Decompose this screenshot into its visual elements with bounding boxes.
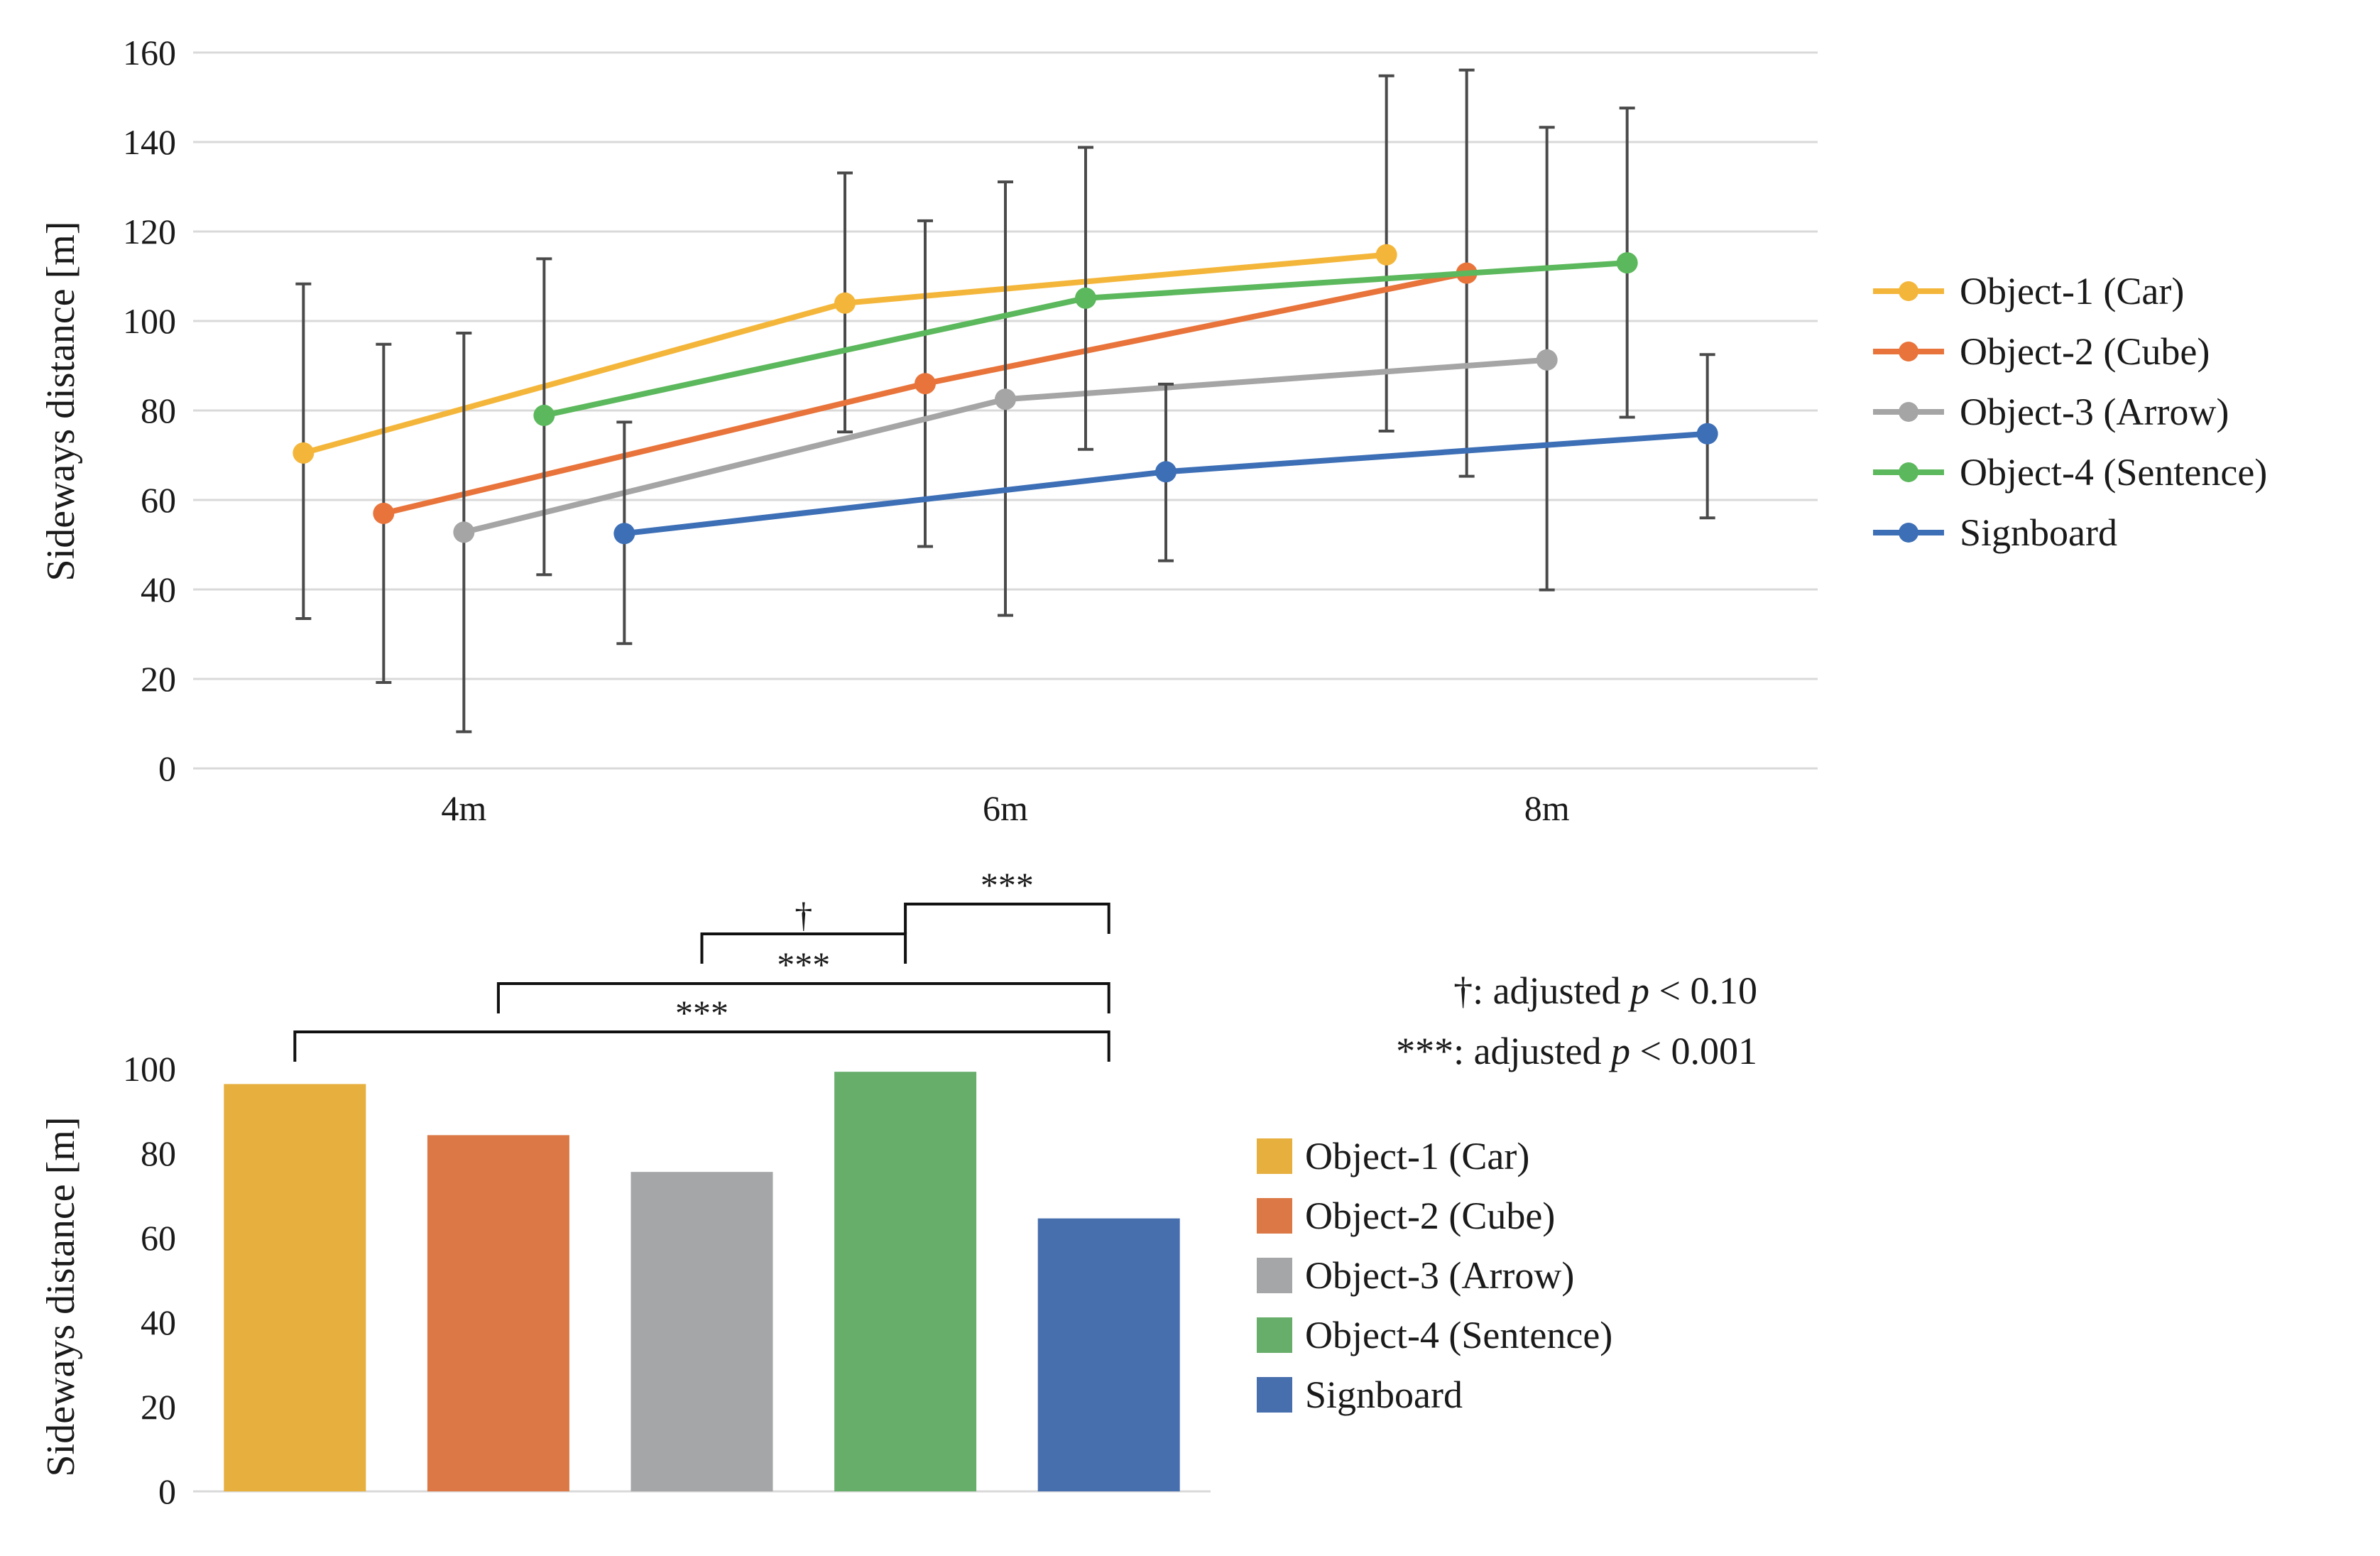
bar-object-3-arrow	[631, 1172, 773, 1491]
legend-item-object-4-sentence: Object-4 (Sentence)	[1257, 1314, 1612, 1356]
legend-marker	[1899, 281, 1918, 301]
data-point	[1075, 287, 1096, 309]
y-tick-label-60: 60	[141, 480, 176, 520]
line-chart-x-ticks: 4m 6m 8m	[441, 788, 1569, 828]
bracket-line	[904, 903, 1110, 934]
y-tick-label-160: 160	[123, 33, 176, 72]
bracket-label: ***	[981, 865, 1034, 905]
bracket-label: ***	[675, 993, 728, 1033]
data-point	[995, 388, 1016, 410]
significance-note-stars: ***: adjusted p < 0.001	[1396, 1030, 1757, 1072]
legend-label: Object-2 (Cube)	[1305, 1195, 1555, 1237]
legend-label: Object-4 (Sentence)	[1960, 451, 2267, 494]
bracket-label: †	[795, 895, 812, 935]
legend-label: Object-3 (Arrow)	[1305, 1254, 1574, 1297]
significance-bracket-2: †	[700, 895, 907, 964]
legend-swatch	[1257, 1317, 1292, 1353]
data-point	[293, 442, 315, 464]
y-tick-label-0: 0	[158, 1471, 176, 1511]
data-point	[453, 521, 475, 543]
legend-marker	[1899, 402, 1918, 422]
bracket-line	[496, 982, 1110, 1013]
significance-brackets: *** † *** ***	[293, 865, 1110, 1062]
line-chart-y-ticks: 0 20 40 60 80 100 120 140 160	[123, 33, 176, 788]
legend-label: Signboard	[1305, 1373, 1463, 1416]
data-point	[1616, 252, 1638, 274]
bar-object-2-cube	[427, 1135, 569, 1491]
data-point	[373, 502, 395, 524]
legend-label: Signboard	[1960, 511, 2117, 554]
bracket-label: ***	[777, 945, 830, 984]
series-object-1-car	[293, 74, 1397, 620]
legend-item-object-4-sentence: Object-4 (Sentence)	[1873, 451, 2267, 494]
data-point	[1696, 423, 1718, 445]
bracket-line	[293, 1030, 1110, 1062]
legend-item-object-3-arrow: Object-3 (Arrow)	[1257, 1254, 1574, 1297]
y-tick-label-120: 120	[123, 212, 176, 251]
legend-swatch	[1257, 1138, 1292, 1174]
bracket-line	[700, 932, 907, 964]
legend-item-object-3-arrow: Object-3 (Arrow)	[1873, 391, 2229, 433]
y-tick-label-80: 80	[141, 1133, 176, 1173]
y-tick-label-20: 20	[141, 1387, 176, 1427]
significance-note-dagger: †: adjusted p < 0.10	[1453, 969, 1757, 1012]
y-tick-label-40: 40	[141, 570, 176, 609]
legend-label: Object-1 (Car)	[1960, 270, 2184, 312]
legend-swatch	[1257, 1258, 1292, 1293]
series-signboard	[613, 353, 1718, 646]
x-tick-label-4m: 4m	[441, 788, 486, 828]
bar-chart-y-axis-label: Sideways distance [m]	[39, 1117, 83, 1477]
data-point	[915, 373, 936, 395]
line-chart-y-axis-label: Sideways distance [m]	[39, 222, 83, 582]
data-point	[1375, 244, 1397, 266]
data-point	[834, 292, 856, 314]
y-tick-label-60: 60	[141, 1218, 176, 1258]
y-tick-label-100: 100	[123, 1049, 176, 1089]
data-point	[1536, 349, 1558, 371]
y-tick-label-80: 80	[141, 391, 176, 430]
legend-item-object-2-cube: Object-2 (Cube)	[1257, 1195, 1555, 1237]
x-tick-label-6m: 6m	[983, 788, 1028, 828]
legend-item-object-2-cube: Object-2 (Cube)	[1873, 330, 2210, 373]
bar-chart-bars	[224, 1072, 1180, 1491]
bar-signboard	[1037, 1218, 1180, 1491]
legend-label: Object-3 (Arrow)	[1960, 391, 2229, 433]
legend-item-object-1-car: Object-1 (Car)	[1257, 1135, 1529, 1177]
bar-chart-legend: Object-1 (Car) Object-2 (Cube) Object-3 (A…	[1257, 1135, 1612, 1416]
y-tick-label-20: 20	[141, 659, 176, 699]
series-object-3-arrow	[453, 126, 1558, 734]
line-chart: 0 20 40 60 80 100 120 140 160 4m 6m 8m Object-1 (C…	[39, 33, 2267, 828]
bar-object-1-car	[224, 1084, 366, 1491]
y-tick-label-0: 0	[158, 749, 176, 788]
legend-swatch	[1257, 1198, 1292, 1234]
significance-bracket-4: ***	[293, 993, 1110, 1062]
bar-object-4-sentence	[834, 1072, 977, 1491]
legend-marker	[1899, 462, 1918, 482]
legend-label: Object-1 (Car)	[1305, 1135, 1529, 1177]
y-tick-label-140: 140	[123, 122, 176, 162]
significance-bracket-1: ***	[904, 865, 1110, 934]
data-point	[613, 523, 635, 545]
legend-item-signboard: Signboard	[1873, 511, 2117, 554]
legend-item-object-1-car: Object-1 (Car)	[1873, 270, 2184, 312]
legend-marker	[1899, 523, 1918, 543]
data-point	[1155, 461, 1177, 483]
legend-item-signboard: Signboard	[1257, 1373, 1463, 1416]
significance-bracket-3: ***	[496, 945, 1110, 1013]
y-tick-label-40: 40	[141, 1302, 176, 1342]
series-object-4-sentence	[533, 107, 1638, 577]
y-tick-label-100: 100	[123, 301, 176, 341]
line-chart-legend: Object-1 (Car) Object-2 (Cube) Object-3 (A…	[1873, 270, 2267, 554]
legend-marker	[1899, 342, 1918, 361]
data-point	[533, 404, 555, 426]
legend-label: Object-4 (Sentence)	[1305, 1314, 1612, 1356]
legend-swatch	[1257, 1377, 1292, 1413]
line-chart-series	[293, 68, 1718, 734]
x-tick-label-8m: 8m	[1524, 788, 1570, 828]
legend-label: Object-2 (Cube)	[1960, 330, 2210, 373]
